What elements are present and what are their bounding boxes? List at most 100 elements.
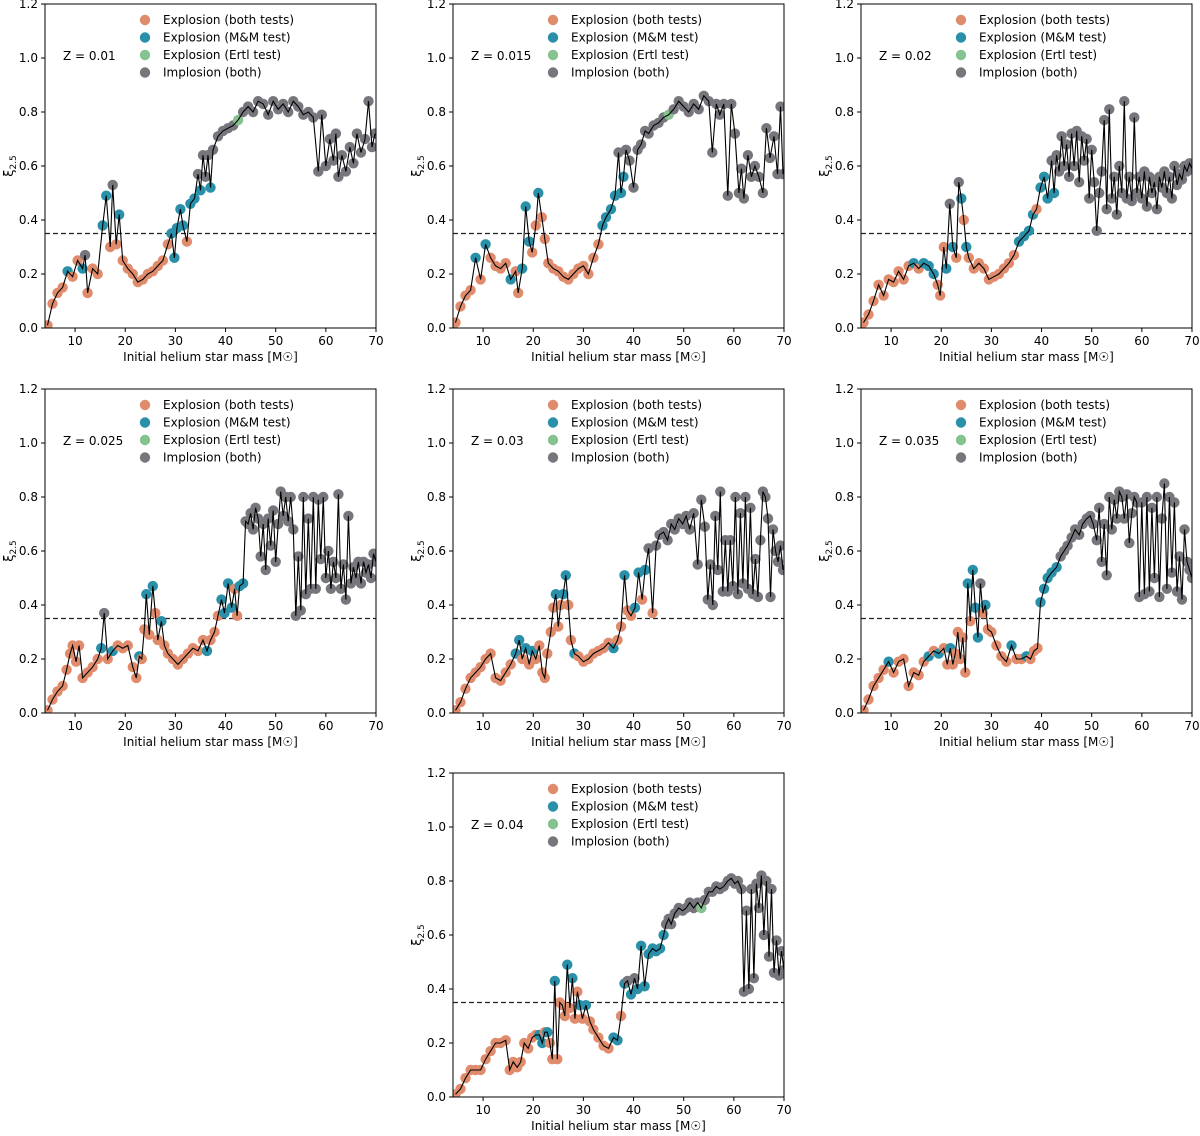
x-tick-label: 40 bbox=[626, 334, 641, 348]
x-tick-label: 40 bbox=[218, 334, 233, 348]
y-tick-label: 0.2 bbox=[835, 652, 854, 666]
y-tick-label: 0.0 bbox=[835, 321, 854, 335]
x-tick-label: 70 bbox=[368, 719, 383, 733]
panel-4: 10 20 30 40 50 60 70 0.0 0.2 0.4 0.6 0.8 1.0 1.2 Initi… bbox=[2, 382, 384, 749]
y-tick-label: 0.2 bbox=[427, 1036, 446, 1050]
y-tick-label: 1.2 bbox=[19, 0, 38, 11]
x-tick-label: 20 bbox=[118, 334, 133, 348]
x-axis-label: Initial helium star mass [M☉] bbox=[123, 735, 298, 749]
legend-marker bbox=[139, 49, 151, 61]
legend-marker bbox=[547, 32, 559, 43]
legend-label: Implosion (both) bbox=[571, 835, 670, 849]
x-tick-label: 70 bbox=[776, 1103, 791, 1117]
x-tick-label: 40 bbox=[626, 1103, 641, 1117]
x-axis-label: Initial helium star mass [M☉] bbox=[531, 1119, 706, 1133]
y-tick-label: 0.6 bbox=[427, 159, 446, 173]
x-tick-label: 10 bbox=[475, 719, 490, 733]
legend-marker bbox=[547, 452, 559, 463]
x-tick-label: 30 bbox=[576, 1103, 591, 1117]
x-tick-label: 60 bbox=[726, 334, 741, 348]
legend-label: Implosion (both) bbox=[163, 451, 262, 465]
legend-marker bbox=[955, 417, 967, 428]
x-tick-label: 50 bbox=[268, 334, 283, 348]
y-axis-label: ξ2.5 bbox=[410, 540, 427, 562]
legend-label: Explosion (both tests) bbox=[979, 13, 1110, 27]
y-axis-label: ξ2.5 bbox=[2, 540, 19, 562]
legend-marker bbox=[547, 417, 559, 428]
legend-marker bbox=[547, 783, 559, 795]
panel-2: 10 20 30 40 50 60 70 0.0 0.2 0.4 0.6 0.8 1.0 1.2 Initi… bbox=[410, 0, 792, 364]
x-tick-label: 50 bbox=[676, 1103, 691, 1117]
point-implosion bbox=[775, 101, 784, 112]
y-tick-label: 0.4 bbox=[19, 213, 38, 227]
x-tick-label: 70 bbox=[776, 334, 791, 348]
y-tick-label: 1.2 bbox=[835, 382, 854, 396]
legend: Explosion (both tests) Explosion (M&M tes… bbox=[139, 398, 294, 465]
legend-marker bbox=[547, 14, 559, 26]
x-tick-label: 30 bbox=[984, 719, 999, 733]
point-explosion-both bbox=[453, 317, 461, 328]
x-tick-label: 60 bbox=[318, 334, 333, 348]
y-tick-label: 0.2 bbox=[427, 652, 446, 666]
series-points bbox=[45, 96, 376, 328]
x-tick-label: 50 bbox=[1084, 334, 1099, 348]
series-line bbox=[863, 483, 1192, 711]
legend-marker bbox=[139, 434, 151, 446]
x-axis-label: Initial helium star mass [M☉] bbox=[531, 350, 706, 364]
point-explosion-both bbox=[45, 320, 53, 328]
legend-marker bbox=[547, 801, 559, 812]
y-tick-label: 0.2 bbox=[19, 267, 38, 281]
legend-label: Explosion (Ertl test) bbox=[571, 48, 689, 62]
y-tick-label: 0.0 bbox=[19, 706, 38, 720]
y-tick-label: 0.6 bbox=[19, 544, 38, 558]
y-tick-label: 1.0 bbox=[427, 51, 446, 65]
legend-label: Implosion (both) bbox=[163, 66, 262, 80]
y-tick-label: 1.2 bbox=[427, 382, 446, 396]
legend-marker bbox=[955, 452, 967, 463]
legend-label: Explosion (M&M test) bbox=[571, 31, 699, 45]
legend-label: Explosion (M&M test) bbox=[979, 416, 1107, 430]
legend-label: Explosion (Ertl test) bbox=[571, 433, 689, 447]
y-tick-label: 0.4 bbox=[427, 213, 446, 227]
x-axis-label: Initial helium star mass [M☉] bbox=[939, 350, 1114, 364]
series-points bbox=[453, 90, 784, 328]
x-tick-label: 10 bbox=[67, 334, 82, 348]
series-line bbox=[454, 94, 784, 323]
panel-title: Z = 0.035 bbox=[879, 434, 939, 448]
legend-marker bbox=[547, 49, 559, 61]
x-tick-label: 70 bbox=[776, 719, 791, 733]
y-tick-label: 0.0 bbox=[427, 706, 446, 720]
y-tick-label: 0.4 bbox=[835, 598, 854, 612]
y-tick-label: 0.6 bbox=[427, 544, 446, 558]
legend-marker bbox=[139, 399, 151, 411]
legend-label: Explosion (both tests) bbox=[571, 398, 702, 412]
legend-label: Explosion (both tests) bbox=[571, 782, 702, 796]
panel-3: 10 20 30 40 50 60 70 0.0 0.2 0.4 0.6 0.8 1.0 1.2 Initi… bbox=[818, 0, 1200, 364]
series-line bbox=[455, 875, 784, 1095]
panel-5: 10 20 30 40 50 60 70 0.0 0.2 0.4 0.6 0.8 1.0 1.2 Initi… bbox=[410, 382, 792, 749]
y-tick-label: 0.2 bbox=[19, 652, 38, 666]
legend-marker bbox=[139, 14, 151, 26]
legend-label: Explosion (M&M test) bbox=[571, 416, 699, 430]
legend-label: Implosion (both) bbox=[979, 66, 1078, 80]
series-line bbox=[863, 101, 1192, 323]
y-tick-label: 0.4 bbox=[427, 598, 446, 612]
point-implosion bbox=[366, 141, 376, 153]
panel-title: Z = 0.015 bbox=[471, 49, 531, 63]
panel-6: 10 20 30 40 50 60 70 0.0 0.2 0.4 0.6 0.8 1.0 1.2 Initi… bbox=[818, 382, 1200, 749]
y-tick-label: 0.0 bbox=[19, 321, 38, 335]
legend-marker bbox=[139, 67, 151, 78]
y-tick-label: 0.0 bbox=[427, 1090, 446, 1104]
x-tick-label: 50 bbox=[1084, 719, 1099, 733]
legend-marker bbox=[139, 32, 151, 43]
x-tick-label: 60 bbox=[1134, 334, 1149, 348]
y-tick-label: 1.2 bbox=[427, 766, 446, 780]
y-tick-label: 0.8 bbox=[835, 105, 854, 119]
legend-label: Implosion (both) bbox=[979, 451, 1078, 465]
legend-marker bbox=[547, 836, 559, 847]
x-tick-label: 50 bbox=[676, 334, 691, 348]
panel-title: Z = 0.01 bbox=[63, 49, 116, 63]
y-tick-label: 0.8 bbox=[19, 490, 38, 504]
series-points bbox=[453, 486, 784, 713]
